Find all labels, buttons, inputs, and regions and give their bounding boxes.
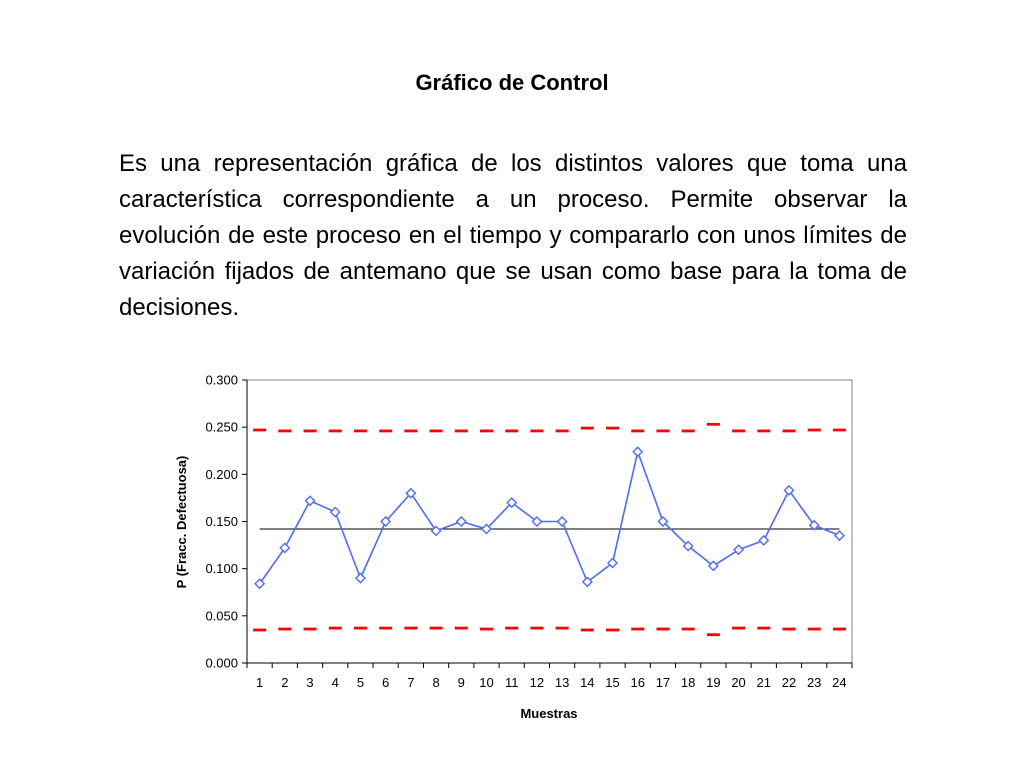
x-tick-label: 1: [256, 675, 263, 690]
x-tick-label: 14: [580, 675, 594, 690]
y-ticks: 0.000 0.050 0.100 0.150 0.200 0.250 0.300: [205, 373, 247, 671]
x-tick-label: 23: [807, 675, 821, 690]
x-tick-label: 5: [357, 675, 364, 690]
x-tick-label: 13: [555, 675, 569, 690]
y-tick-label: 0.000: [205, 656, 238, 671]
data-point: [430, 525, 442, 537]
data-point: [682, 540, 694, 552]
lower-control-limit: [253, 626, 846, 637]
data-point: [733, 544, 745, 556]
data-point: [556, 516, 568, 527]
x-tick-label: 4: [332, 675, 339, 690]
data-point: [254, 578, 266, 590]
x-tick-label: 2: [281, 675, 288, 690]
x-tick-label: 8: [432, 675, 439, 690]
series-points: [254, 446, 845, 590]
x-tick-label: 21: [757, 675, 771, 690]
x-tick-label: 15: [605, 675, 619, 690]
slide-body-text: Es una representación gráfica de los dis…: [119, 150, 907, 321]
x-tick-label: 22: [782, 675, 796, 690]
x-tick-label: 16: [630, 675, 644, 690]
data-point: [808, 519, 820, 531]
data-point: [380, 516, 392, 527]
x-tick-label: 11: [505, 675, 519, 690]
x-tick-label: 7: [407, 675, 414, 690]
x-axis-title: Muestras: [520, 706, 577, 721]
data-point: [354, 572, 366, 584]
data-point: [405, 487, 417, 499]
y-axis-title: P (Fracc. Defectuosa): [174, 456, 189, 589]
data-point: [833, 530, 845, 542]
data-point: [758, 534, 770, 546]
data-point: [607, 557, 619, 569]
data-point: [480, 523, 492, 535]
x-tick-label: 12: [530, 675, 544, 690]
data-point: [531, 516, 543, 527]
series-line: [258, 448, 840, 585]
data-point: [783, 484, 795, 496]
data-point: [632, 446, 644, 458]
y-tick-label: 0.250: [205, 420, 238, 435]
y-tick-label: 0.150: [205, 514, 238, 529]
x-ticks: 1 2 3 4 5 6 7 8 9 10 11 12 13 14 15 16 17 18 19 20 21 22 23 24: [246, 663, 853, 690]
y-tick-label: 0.300: [205, 373, 238, 388]
x-tick-label: 6: [382, 675, 389, 690]
x-tick-label: 9: [458, 675, 465, 690]
upper-control-limit: [253, 422, 846, 433]
data-point: [657, 516, 669, 527]
x-tick-label: 18: [681, 675, 695, 690]
x-tick-label: 10: [479, 675, 493, 690]
x-tick-label: 20: [731, 675, 745, 690]
data-point: [455, 516, 467, 527]
data-point: [279, 542, 291, 554]
x-tick-label: 24: [832, 675, 846, 690]
data-point: [581, 576, 593, 588]
y-tick-label: 0.050: [205, 608, 238, 623]
y-tick-label: 0.100: [205, 561, 238, 576]
x-tick-label: 19: [706, 675, 720, 690]
data-point: [329, 506, 341, 518]
x-tick-label: 17: [656, 675, 670, 690]
data-point: [707, 560, 719, 572]
data-point: [506, 497, 518, 509]
y-tick-label: 0.200: [205, 467, 238, 482]
x-tick-label: 3: [306, 675, 313, 690]
data-point: [304, 495, 316, 507]
slide-title: Gráfico de Control: [415, 70, 609, 95]
